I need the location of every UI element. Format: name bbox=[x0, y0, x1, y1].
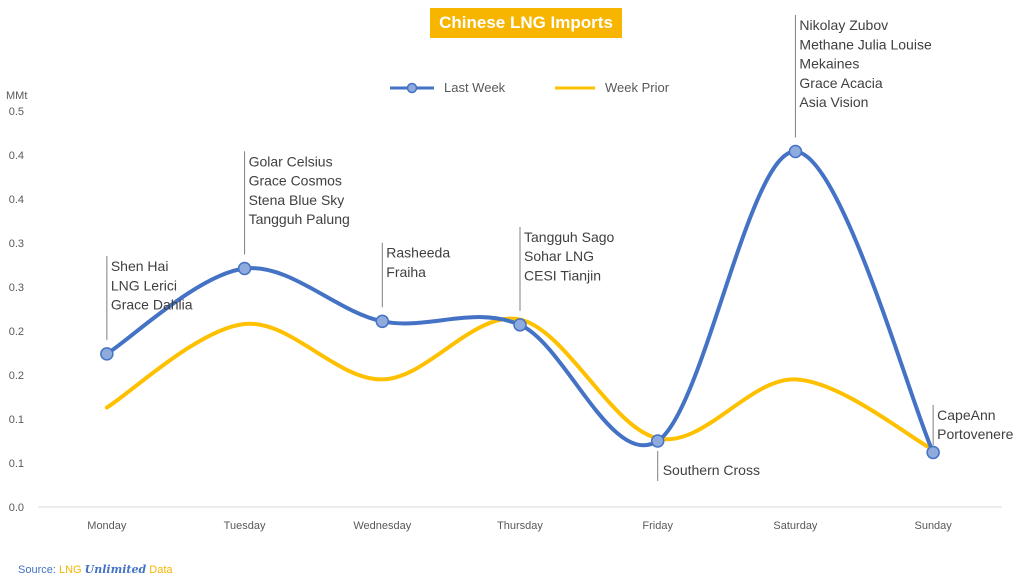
x-tick-label: Thursday bbox=[497, 520, 543, 532]
annotation-label: CESI Tianjin bbox=[524, 268, 601, 284]
annotation-label: Golar Celsius bbox=[249, 153, 333, 169]
legend-item-last-week: Last Week bbox=[388, 80, 505, 95]
data-point-last-week bbox=[375, 314, 390, 329]
x-tick-label: Sunday bbox=[914, 520, 952, 532]
annotation-label: Tangguh Palung bbox=[249, 211, 350, 227]
annotation-label: Methane Julia Louise bbox=[799, 36, 932, 52]
annotation-label: Asia Vision bbox=[799, 94, 868, 110]
annotation-label: Shen Hai bbox=[111, 258, 169, 274]
y-tick-label: 0.2 bbox=[9, 370, 24, 382]
legend-swatch-week-prior bbox=[555, 86, 595, 89]
annotation-label: Southern Cross bbox=[663, 462, 760, 478]
x-tick-label: Saturday bbox=[773, 520, 818, 532]
y-tick-label: 0.3 bbox=[9, 238, 24, 250]
legend-label-last-week: Last Week bbox=[444, 80, 506, 95]
y-tick-label: 0.1 bbox=[9, 458, 24, 470]
source-unlimited: Unlimited bbox=[84, 563, 147, 576]
annotation-label: Tangguh Sago bbox=[524, 229, 615, 245]
x-tick-label: Friday bbox=[642, 520, 673, 532]
series-line-last-week bbox=[104, 149, 936, 455]
y-tick-label: 0.1 bbox=[9, 414, 24, 426]
data-point-last-week bbox=[926, 445, 940, 460]
source-data: Data bbox=[146, 564, 173, 576]
y-tick-label: 0.2 bbox=[9, 326, 24, 338]
x-tick-label: Monday bbox=[87, 520, 127, 532]
annotation-label: Nikolay Zubov bbox=[799, 17, 888, 33]
legend-label-week-prior: Week Prior bbox=[605, 80, 670, 95]
data-point-last-week bbox=[788, 144, 803, 159]
source-lng: LNG bbox=[58, 564, 85, 576]
y-tick-label: 0.3 bbox=[9, 282, 24, 294]
y-tick-label: 0.0 bbox=[9, 502, 24, 514]
annotation-label: Sohar LNG bbox=[524, 248, 594, 264]
legend-item-week-prior: Week Prior bbox=[553, 80, 669, 95]
data-point-last-week bbox=[513, 318, 527, 332]
annotation-label: Grace Acacia bbox=[799, 75, 882, 91]
annotation-label: Fraiha bbox=[386, 264, 426, 280]
y-tick-label: 0.4 bbox=[9, 194, 24, 206]
source-note: Source: LNG Unlimited Data bbox=[18, 563, 173, 576]
source-prefix: Source: bbox=[18, 564, 59, 576]
chart-title: Chinese LNG Imports bbox=[430, 8, 622, 38]
annotation-label: LNG Lerici bbox=[111, 277, 177, 293]
x-tick-label: Wednesday bbox=[353, 520, 411, 532]
annotation-label: Rasheeda bbox=[386, 245, 450, 261]
annotation-label: Grace Cosmos bbox=[249, 173, 342, 189]
data-point-last-week bbox=[650, 434, 665, 448]
data-point-last-week bbox=[237, 261, 252, 276]
y-tick-label: 0.5 bbox=[9, 106, 24, 118]
y-axis-label: MMt bbox=[6, 90, 28, 102]
annotation-label: Mekaines bbox=[799, 56, 859, 72]
data-point-last-week bbox=[100, 347, 114, 361]
x-tick-label: Tuesday bbox=[224, 520, 266, 532]
annotation-label: Portovenere bbox=[937, 426, 1013, 442]
y-tick-label: 0.4 bbox=[9, 150, 24, 162]
series-line-week-prior bbox=[104, 316, 936, 452]
legend-swatch-last-week bbox=[390, 82, 434, 93]
annotation-label: CapeAnn bbox=[937, 407, 995, 423]
annotation-label: Stena Blue Sky bbox=[249, 192, 345, 208]
annotation-label: Grace Dahlia bbox=[111, 297, 193, 313]
